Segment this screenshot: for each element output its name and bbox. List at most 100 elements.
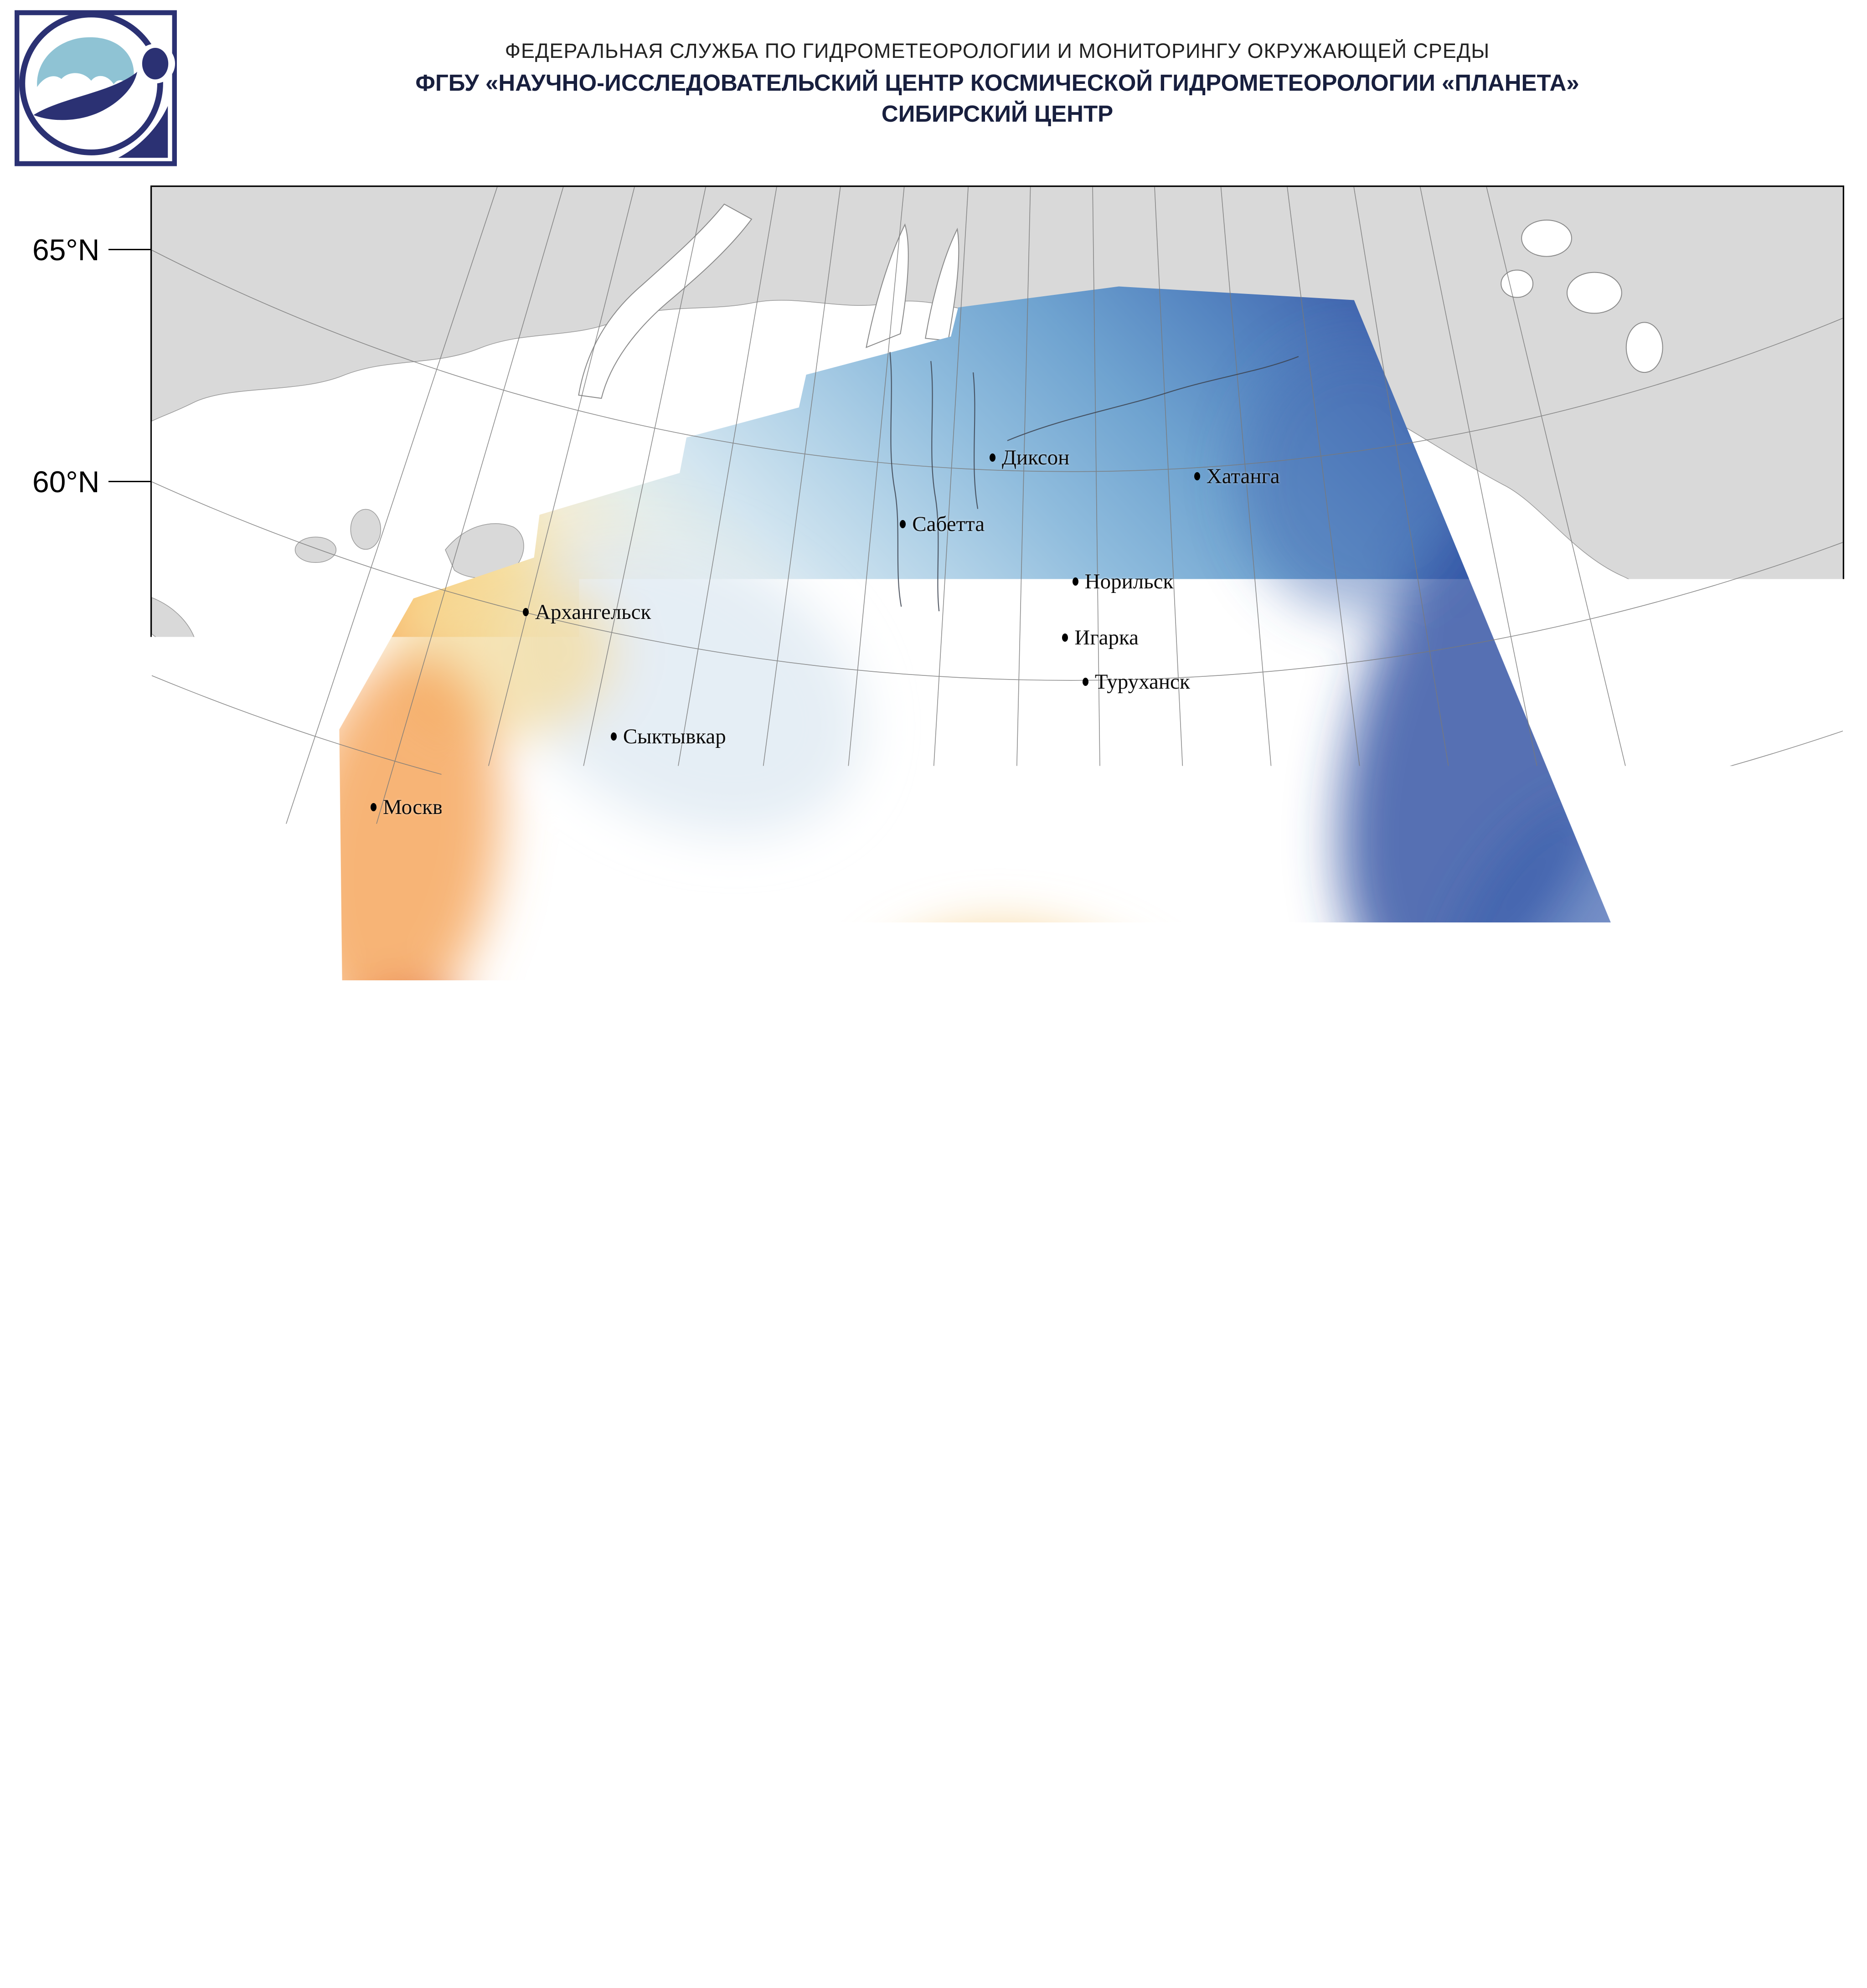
city-dot <box>1311 860 1317 868</box>
city-dot <box>706 899 712 907</box>
city-dot <box>602 1254 608 1262</box>
lat-tick <box>108 1453 152 1454</box>
city-marker: Норильск <box>1073 569 1174 594</box>
city-marker: Архангельск <box>523 600 651 624</box>
arctic-island <box>1501 270 1533 298</box>
city-marker: С.Енисейск <box>1166 816 1284 840</box>
lat-tick <box>108 1002 152 1004</box>
city-marker: П.Тунгуска <box>1121 785 1237 810</box>
acquisition-info: Спектральный диапазон: 23.8 - 183.3 ГГц 2… <box>661 1892 1390 1958</box>
lon-tick <box>1218 1520 1219 1555</box>
city-dot <box>990 453 995 462</box>
arctic-island <box>1626 322 1663 372</box>
lon-label: 75°E <box>856 1520 922 1600</box>
city-dot <box>881 979 887 987</box>
city-marker: Душанбе <box>761 1388 856 1413</box>
city-dot <box>1169 1004 1175 1012</box>
lon-label-text: 60°E <box>516 1565 582 1600</box>
colorbar-tick-label: -4 <box>802 1771 831 1808</box>
svg-text:-2015: -2015 <box>1785 1947 1812 1959</box>
lat-label: 45°N <box>32 986 152 1020</box>
city-dot <box>847 1077 853 1086</box>
lon-label: 90°E <box>1186 1520 1252 1600</box>
city-dot <box>1062 633 1068 642</box>
city-marker: Ванавара <box>1287 787 1384 811</box>
city-marker: Усть-Илимск <box>1311 852 1443 876</box>
city-marker: Туруханск <box>1083 670 1190 694</box>
city-marker: Диксон <box>990 445 1069 470</box>
contact-line: Сибирский центр ФГБУ «НИЦ «Планета» <box>26 1868 438 1890</box>
city-label: Душанбе <box>774 1388 856 1413</box>
city-dot <box>492 1106 498 1114</box>
city-dot <box>371 803 376 811</box>
colorbar-tick-label: -13 <box>366 1771 414 1808</box>
colorbar-tick-label: -17 <box>158 1771 205 1808</box>
satellite-name: NOAA20 / ATMS <box>1544 1854 1706 1877</box>
lon-label: 60°E <box>516 1520 582 1600</box>
map-frame: 65°N 60°N 55°N 50°N 45°N 40°N 35°N 30°N 45°E 60°… <box>150 185 1844 1522</box>
lat-label-text: 40°N <box>32 1128 99 1163</box>
city-label: Ставрополь <box>317 1076 424 1101</box>
city-label: Туруханск <box>1095 670 1190 694</box>
city-label: Усть-Илимск <box>1323 852 1443 876</box>
colorbar-tick-label: 0 <box>1006 1771 1024 1808</box>
city-label: Ханты-Мансийск <box>853 803 1012 827</box>
city-marker: Сабетта <box>900 512 985 536</box>
satellite-name: Suomi NPP / ATMS <box>1544 1877 1706 1900</box>
badge-center-text: ИСО 9001 -2015 <box>1785 1926 1812 1959</box>
city-dot <box>1121 793 1127 802</box>
lon-label-text: 75°E <box>856 1565 922 1600</box>
city-marker: Сыктывкар <box>611 724 726 749</box>
contact-line: Россия, 630099, г. Новосибирск, ул. Сове… <box>26 1890 438 1912</box>
city-marker: Чита <box>1522 944 1579 968</box>
city-marker: Улан-Батор <box>1451 1087 1567 1111</box>
arctic-island <box>1521 220 1572 257</box>
city-label: Курган <box>777 937 841 962</box>
city-label: Кызыл <box>1240 1046 1303 1070</box>
lat-label: 30°N <box>32 1437 152 1471</box>
lat-label-text: 60°N <box>32 464 99 499</box>
city-label: П.Тунгуска <box>1134 785 1237 810</box>
map-title: Поле температуры на уровне 850 гПа, °C <box>150 1663 1844 1711</box>
colorbar-labels: -17 -13 -8 -4 0 5 9 14 <box>155 1771 1839 1812</box>
contact-block: Сибирский центр ФГБУ «НИЦ «Планета» Росси… <box>26 1868 438 1957</box>
header-line-2: ФГБУ «НАУЧНО-ИССЛЕДОВАТЕЛЬСКИЙ ЦЕНТР КОС… <box>150 69 1844 96</box>
city-marker: Атырау <box>492 1097 572 1122</box>
city-dot <box>841 811 846 819</box>
city-dot <box>1702 1220 1707 1228</box>
city-label: Астана <box>860 1069 924 1094</box>
temperature-colorbar <box>155 1739 1839 1765</box>
iso-9001-badge: ДОБРОСОВЕСТНЫЙ ПОСТАВЩИК ИСО 9001 -2015 <box>1759 1904 1844 1976</box>
city-dot <box>1044 979 1050 987</box>
city-label: Москва <box>383 795 452 819</box>
city-dot <box>1194 472 1200 480</box>
city-dot <box>1260 855 1266 863</box>
city-marker: Курган <box>764 937 841 962</box>
city-marker: Ставрополь <box>304 1076 424 1101</box>
city-label: Пекин <box>1714 1212 1772 1236</box>
city-dot <box>349 901 355 910</box>
lat-label-text: 50°N <box>32 834 99 868</box>
lat-tick <box>108 481 152 482</box>
lon-tick <box>888 1520 890 1555</box>
weather-map-product: ФЕДЕРАЛЬНАЯ СЛУЖБА ПО ГИДРОМЕТЕОРОЛОГИИ … <box>0 0 1867 1988</box>
city-marker: Москва <box>371 795 452 819</box>
city-marker: Бишкек <box>878 1292 960 1317</box>
city-label: Новосибирск <box>1056 971 1177 995</box>
colorbar-tick-label: 5 <box>1220 1771 1238 1808</box>
city-marker: Иркутск <box>1383 985 1472 1010</box>
lat-label: 40°N <box>32 1128 152 1163</box>
south-caspian-sea <box>377 1430 464 1498</box>
contact-line: E-Mail:alexk@rcpod.ru, www.rcpod.ru <box>26 1935 438 1957</box>
city-marker: Омск <box>881 971 942 995</box>
satellite-name: NOAA21 / ATMS <box>1544 1900 1706 1924</box>
city-dot <box>611 732 617 741</box>
city-marker: Урумчи <box>1132 1263 1214 1288</box>
lon-label-text: 105°E <box>1531 1565 1614 1600</box>
city-dot <box>1177 936 1183 944</box>
city-label: Улан-Батор <box>1464 1087 1567 1111</box>
city-label: Атырау <box>505 1097 572 1122</box>
lat-label-text: 45°N <box>32 986 99 1020</box>
city-marker: Ашхабад <box>547 1364 642 1389</box>
city-label: Красноярск <box>1190 928 1296 953</box>
